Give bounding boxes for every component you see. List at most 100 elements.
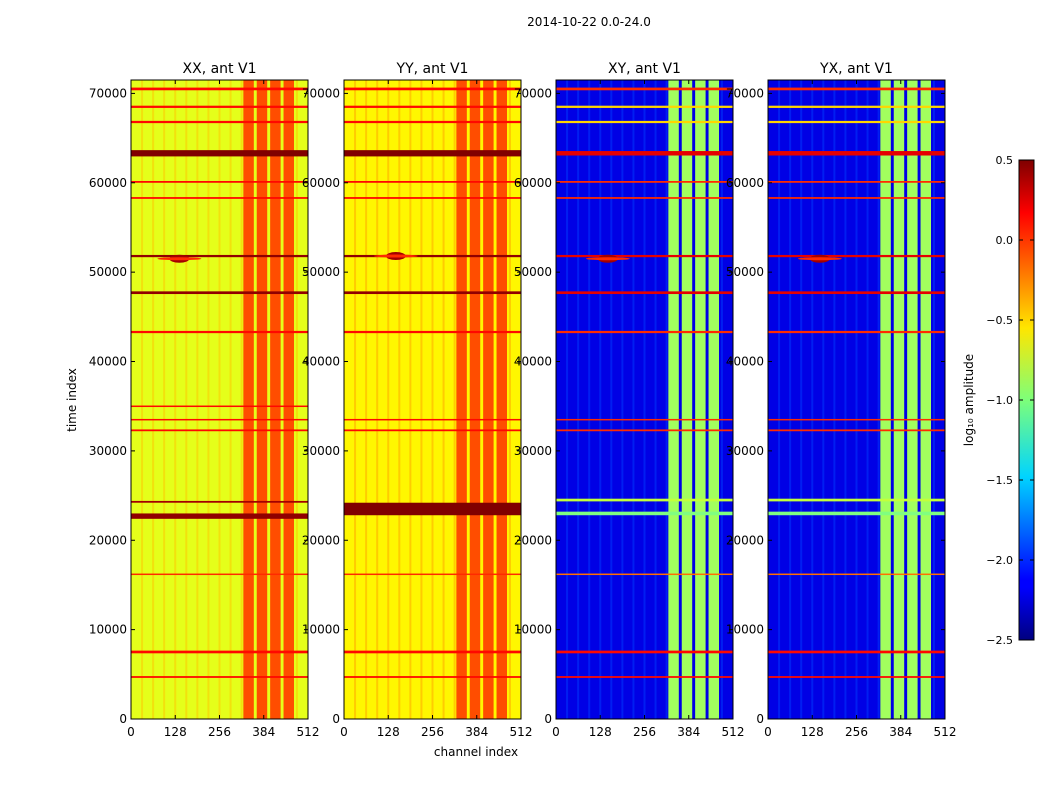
y-tick-label: 40000: [514, 355, 552, 369]
bright-band: [256, 80, 268, 719]
x-tick-label: 128: [589, 725, 612, 739]
flagged-row: [131, 418, 308, 421]
panel-1: YY, ant V1 0 128 256 384 512 0 10000 20000 30000 4…: [302, 61, 533, 739]
x-tick-label: 384: [889, 725, 912, 739]
y-tick-label: 60000: [726, 176, 764, 190]
flagged-row: [556, 197, 733, 199]
flagged-row: [344, 150, 521, 157]
channel-stripe: [654, 80, 657, 719]
y-tick-label: 70000: [302, 86, 340, 100]
channel-stripe: [420, 80, 423, 719]
channel-stripe: [789, 80, 792, 719]
channel-stripe: [196, 80, 199, 719]
flagged-row: [344, 330, 521, 334]
flagged-row: [131, 105, 308, 108]
flagged-row: [344, 676, 521, 678]
flagged-row: [768, 676, 945, 678]
flagged-row: [131, 197, 308, 199]
y-tick-label: 10000: [302, 623, 340, 637]
channel-stripe: [621, 80, 624, 719]
channel-stripe: [643, 80, 646, 719]
flagged-row: [131, 513, 308, 519]
y-tick-label: 40000: [302, 355, 340, 369]
channel-stripe: [811, 80, 814, 719]
flagged-row: [344, 573, 521, 576]
bright-band: [681, 80, 693, 719]
x-tick-label: 0: [552, 725, 560, 739]
channel-stripe: [855, 80, 858, 719]
x-tick-label: 256: [421, 725, 444, 739]
channel-stripe: [588, 80, 591, 719]
colorbar-tick-label: −1.0: [986, 394, 1013, 407]
y-tick-label: 50000: [514, 265, 552, 279]
channel-stripe: [453, 80, 456, 719]
y-tick-label: 30000: [726, 444, 764, 458]
flagged-row: [768, 498, 945, 502]
flagged-row: [131, 429, 308, 432]
channel-stripe: [800, 80, 803, 719]
channel-stripe: [877, 80, 880, 719]
x-tick-label: 384: [677, 725, 700, 739]
flagged-row: [768, 120, 945, 124]
channel-stripe: [365, 80, 368, 719]
flagged-row: [556, 105, 733, 108]
flagged-row: [768, 254, 945, 258]
channel-stripe: [354, 80, 357, 719]
channel-stripe: [665, 80, 668, 719]
flagged-row: [556, 573, 733, 576]
flagged-row: [768, 650, 945, 654]
flagged-row: [768, 197, 945, 199]
flagged-row: [768, 291, 945, 295]
bright-band: [483, 80, 494, 719]
x-tick-label: 384: [252, 725, 275, 739]
x-tick-label: 0: [340, 725, 348, 739]
hotspot-halo: [157, 257, 202, 261]
channel-stripe: [610, 80, 613, 719]
x-axis-label: channel index: [434, 745, 518, 759]
bright-band: [496, 80, 507, 719]
channel-stripe: [295, 80, 298, 719]
y-tick-label: 20000: [302, 533, 340, 547]
bright-band: [243, 80, 254, 719]
panel-0: XX, ant V1 0 128 256 384 512 0 10000 20000 30000 4…: [89, 61, 320, 739]
colorbar-tick-label: 0.0: [996, 234, 1014, 247]
channel-stripe: [398, 80, 401, 719]
channel-stripe: [174, 80, 177, 719]
y-tick-label: 40000: [726, 355, 764, 369]
flagged-row: [131, 500, 308, 503]
panel-title: YY, ant V1: [396, 61, 469, 77]
panel-title: XY, ant V1: [608, 61, 681, 77]
flagged-row: [131, 150, 308, 157]
channel-stripe: [822, 80, 825, 719]
y-tick-label: 70000: [89, 86, 127, 100]
y-tick-label: 0: [756, 712, 764, 726]
colorbar-ticks: 0.5 0.0 −0.5 −1.0 −1.5 −2.0 −2.5: [986, 154, 1034, 647]
channel-stripe: [387, 80, 390, 719]
flagged-row: [768, 511, 945, 516]
flagged-row: [131, 573, 308, 576]
figure-suptitle: 2014-10-22 0.0-24.0: [527, 15, 651, 29]
hotspot-halo: [373, 254, 418, 258]
flagged-row: [768, 429, 945, 432]
flagged-row: [344, 120, 521, 124]
flagged-row: [344, 180, 521, 183]
flagged-row: [556, 291, 733, 295]
flagged-row: [344, 650, 521, 654]
channel-stripe: [508, 80, 511, 719]
bright-band: [920, 80, 931, 719]
flagged-row: [556, 180, 733, 183]
bright-band: [907, 80, 918, 719]
x-tick-label: 512: [934, 725, 957, 739]
flagged-row: [556, 254, 733, 258]
flagged-row: [344, 87, 521, 91]
x-tick-label: 128: [164, 725, 187, 739]
colorbar: 0.5 0.0 −0.5 −1.0 −1.5 −2.0 −2.5 log₁₀ amplitu…: [962, 154, 1035, 647]
colorbar-tick-label: −2.0: [986, 554, 1013, 567]
x-tick-label: 512: [297, 725, 320, 739]
flagged-row: [556, 511, 733, 516]
y-tick-label: 70000: [726, 86, 764, 100]
bright-band: [270, 80, 281, 719]
flagged-row: [344, 418, 521, 421]
x-tick-label: 128: [801, 725, 824, 739]
x-tick-label: 256: [633, 725, 656, 739]
